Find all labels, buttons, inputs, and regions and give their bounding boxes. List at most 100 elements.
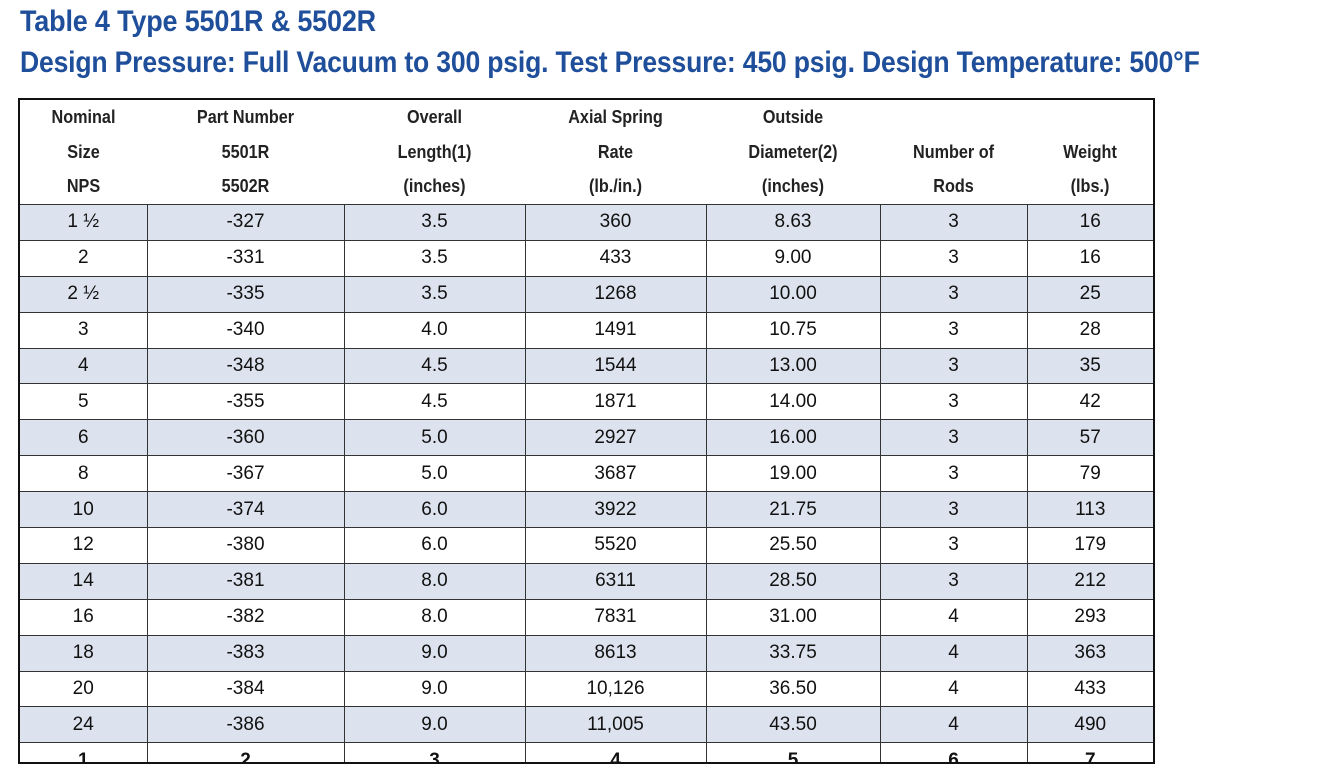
cell-part-number: -374 <box>146 491 344 529</box>
cell-nominal-size: 14 <box>20 563 147 600</box>
cell-nominal-size: 3 <box>20 312 147 349</box>
cell-number-of-rods: 3 <box>879 455 1027 493</box>
cell-nominal-size: 4 <box>20 348 147 385</box>
header-line: Length(1) <box>397 141 472 162</box>
header-line: Axial Spring <box>568 107 663 128</box>
cell-nominal-size: 16 <box>20 599 147 636</box>
table-row: 2 ½ -335 3.5 1268 10.00 3 25 <box>20 276 1153 313</box>
cell-number-of-rods: 3 <box>879 204 1027 241</box>
table-row: 8 -367 5.0 3687 19.00 3 79 <box>20 455 1153 493</box>
cell-outside-diameter: 19.00 <box>705 455 880 493</box>
cell-axial-spring-rate: 3687 <box>524 455 706 493</box>
header-line: (inches) <box>403 176 466 197</box>
cell-outside-diameter: 21.75 <box>705 491 880 529</box>
spec-table-frame: Nominal Size NPS Part Number 5501R 5502R Overa… <box>18 98 1155 764</box>
header-line: Rods <box>933 176 974 197</box>
cell-weight: 28 <box>1026 312 1153 349</box>
table-row: 18 -383 9.0 8613 33.75 4 363 <box>20 635 1153 672</box>
cell-weight: 25 <box>1026 276 1153 313</box>
table-row: 3 -340 4.0 1491 10.75 3 28 <box>20 312 1153 349</box>
cell-number-of-rods: 4 <box>879 671 1027 708</box>
cell-part-number: -331 <box>146 240 344 277</box>
cell-number-of-rods: 4 <box>879 599 1027 636</box>
table-row: 24 -386 9.0 11,005 43.50 4 490 <box>20 706 1153 744</box>
cell-axial-spring-rate: 7831 <box>524 599 706 636</box>
cell-weight: 113 <box>1026 491 1153 529</box>
header-line: (inches) <box>761 176 825 197</box>
cell-axial-spring-rate: 360 <box>524 204 706 241</box>
header-line: Rate <box>597 141 634 162</box>
cell-outside-diameter: 16.00 <box>705 419 880 457</box>
table-header: Nominal Size NPS Part Number 5501R 5502R Overa… <box>20 100 1153 205</box>
cell-outside-diameter: 31.00 <box>705 599 880 636</box>
header-line: NPS <box>66 176 101 197</box>
spec-table: Nominal Size NPS Part Number 5501R 5502R Overa… <box>20 100 1153 762</box>
cell-axial-spring-rate: 433 <box>524 240 706 277</box>
header-axial-spring-rate: Axial Spring Rate (lb./in.) <box>525 100 706 205</box>
cell-number-of-rods: 3 <box>879 419 1027 457</box>
header-line: (lbs.) <box>1070 176 1110 197</box>
table-row: 1 ½ -327 3.5 360 8.63 3 16 <box>20 204 1153 241</box>
cell-weight: 42 <box>1026 383 1153 421</box>
header-outside-diameter: Outside Diameter(2) (inches) <box>706 100 880 205</box>
cell-number-of-rods: 3 <box>879 240 1027 277</box>
table-row: 14 -381 8.0 6311 28.50 3 212 <box>20 563 1153 600</box>
cell-part-number: -386 <box>146 706 344 744</box>
cell-number-of-rods: 3 <box>879 383 1027 421</box>
header-line: (lb./in.) <box>588 176 643 197</box>
table-row: 6 -360 5.0 2927 16.00 3 57 <box>20 419 1153 457</box>
cell-overall-length: 8.0 <box>343 599 525 636</box>
column-number-cell: 5 <box>705 742 880 762</box>
cell-weight: 16 <box>1026 240 1153 277</box>
cell-nominal-size: 6 <box>20 419 147 457</box>
cell-number-of-rods: 3 <box>879 312 1027 349</box>
cell-outside-diameter: 13.00 <box>705 348 880 385</box>
cell-weight: 363 <box>1026 635 1153 672</box>
cell-axial-spring-rate: 3922 <box>524 491 706 529</box>
cell-overall-length: 3.5 <box>343 240 525 277</box>
column-number-cell: 2 <box>146 742 344 762</box>
cell-number-of-rods: 3 <box>879 348 1027 385</box>
cell-overall-length: 8.0 <box>343 563 525 600</box>
header-line: 5502R <box>221 176 270 197</box>
cell-overall-length: 6.0 <box>343 527 525 564</box>
column-number-cell: 6 <box>879 742 1027 762</box>
table-title: Table 4 Type 5501R & 5502R <box>20 5 377 38</box>
cell-axial-spring-rate: 1491 <box>524 312 706 349</box>
header-overall-length: Overall Length(1) (inches) <box>344 100 525 205</box>
cell-overall-length: 4.0 <box>343 312 525 349</box>
cell-part-number: -360 <box>146 419 344 457</box>
header-line: 5501R <box>221 141 270 162</box>
cell-nominal-size: 24 <box>20 706 147 744</box>
cell-overall-length: 5.0 <box>343 455 525 493</box>
header-line: Part Number <box>196 107 295 128</box>
table-row: 16 -382 8.0 7831 31.00 4 293 <box>20 599 1153 636</box>
cell-nominal-size: 12 <box>20 527 147 564</box>
cell-number-of-rods: 4 <box>879 706 1027 744</box>
cell-nominal-size: 2 ½ <box>20 276 147 313</box>
cell-nominal-size: 8 <box>20 455 147 493</box>
table-row: 4 -348 4.5 1544 13.00 3 35 <box>20 348 1153 385</box>
cell-weight: 35 <box>1026 348 1153 385</box>
cell-outside-diameter: 33.75 <box>705 635 880 672</box>
column-number-cell: 4 <box>524 742 706 762</box>
cell-weight: 293 <box>1026 599 1153 636</box>
cell-nominal-size: 18 <box>20 635 147 672</box>
cell-axial-spring-rate: 6311 <box>524 563 706 600</box>
cell-overall-length: 3.5 <box>343 204 525 241</box>
table-subtitle: Design Pressure: Full Vacuum to 300 psig… <box>20 46 1200 79</box>
cell-part-number: -367 <box>146 455 344 493</box>
cell-overall-length: 9.0 <box>343 706 525 744</box>
header-nominal-size: Nominal Size NPS <box>20 100 147 205</box>
cell-outside-diameter: 28.50 <box>705 563 880 600</box>
table-row: 12 -380 6.0 5520 25.50 3 179 <box>20 527 1153 564</box>
table-row: 2 -331 3.5 433 9.00 3 16 <box>20 240 1153 277</box>
cell-outside-diameter: 43.50 <box>705 706 880 744</box>
cell-part-number: -335 <box>146 276 344 313</box>
cell-part-number: -380 <box>146 527 344 564</box>
cell-nominal-size: 20 <box>20 671 147 708</box>
cell-outside-diameter: 14.00 <box>705 383 880 421</box>
cell-outside-diameter: 25.50 <box>705 527 880 564</box>
cell-axial-spring-rate: 1544 <box>524 348 706 385</box>
